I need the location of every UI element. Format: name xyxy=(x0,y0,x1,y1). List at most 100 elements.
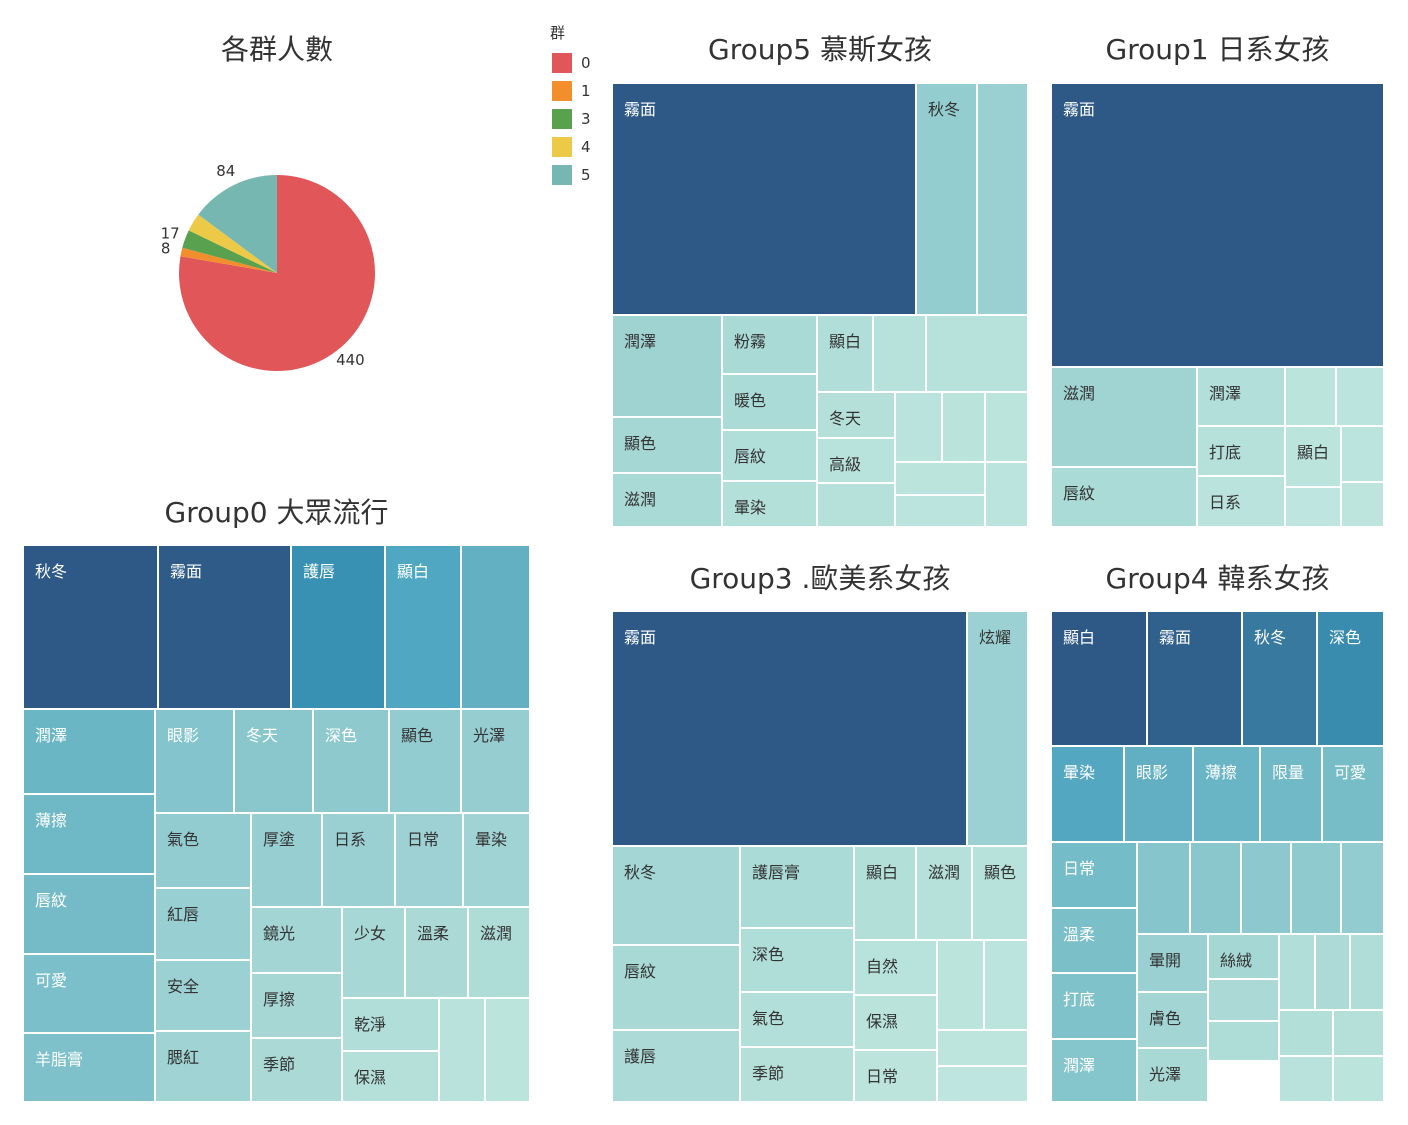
treemap-cell-label: 唇紋 xyxy=(734,447,767,466)
treemap-cell-label: 季節 xyxy=(752,1064,785,1083)
treemap-title-group4: Group4 韓系女孩 xyxy=(1105,562,1330,595)
treemap-cell-label: 深色 xyxy=(325,726,358,745)
treemap-cell xyxy=(937,1066,1028,1102)
treemap-cell-label: 眼影 xyxy=(167,726,200,745)
treemap-cell-label: 唇紋 xyxy=(624,962,657,981)
pie-slice-5 xyxy=(198,175,277,273)
treemap-cell-label: 深色 xyxy=(752,945,785,964)
treemap-cell xyxy=(926,315,1028,392)
treemap-cell: 保濕 xyxy=(854,995,937,1050)
treemap-cell-label: 顯白 xyxy=(1297,443,1330,462)
treemap-cell xyxy=(895,495,985,527)
legend-label: 4 xyxy=(581,138,591,156)
treemap-cell xyxy=(1279,1010,1333,1056)
treemap-cell: 秋冬 xyxy=(612,846,740,945)
treemap-cell-label: 日常 xyxy=(866,1067,899,1086)
treemap-cell-label: 唇紋 xyxy=(1063,484,1096,503)
treemap-cell xyxy=(1341,482,1384,527)
treemap-cell: 季節 xyxy=(740,1047,854,1102)
treemap-cell: 霧面 xyxy=(612,83,916,315)
treemap-cell: 唇紋 xyxy=(1051,467,1197,527)
pie-title: 各群人數 xyxy=(220,33,333,66)
treemap-cell: 霧面 xyxy=(158,545,291,709)
treemap-cell-label: 打底 xyxy=(1063,990,1096,1009)
treemap-cell xyxy=(937,940,984,1030)
treemap-cell-label: 保濕 xyxy=(866,1012,899,1031)
treemap-cell xyxy=(439,998,485,1102)
treemap-group3: 霧面 炫耀 秋冬 唇紋 護唇 護唇膏 深色 氣色 季節 顯白 滋潤 顯色 自然 保濕 日常 xyxy=(612,611,1028,1102)
treemap-group0: 秋冬 霧面 護唇 顯白 潤澤 薄擦 唇紋 可愛 羊脂膏 眼影 冬天 深色 顯色 光澤 氣色 紅唇 安全 腮紅 厚塗 日… xyxy=(23,545,530,1102)
treemap-cell: 溫柔 xyxy=(405,907,468,998)
treemap-cell: 羊脂膏 xyxy=(23,1033,155,1102)
treemap-cell xyxy=(1336,367,1384,426)
treemap-cell-label: 氣色 xyxy=(167,830,200,849)
legend-swatch xyxy=(552,53,572,73)
treemap-cell xyxy=(461,545,530,709)
treemap-cell: 滋潤 xyxy=(916,846,972,940)
treemap-cell xyxy=(1208,1021,1279,1061)
pie-label-1: 8 xyxy=(161,240,171,258)
treemap-cell: 可愛 xyxy=(1322,746,1384,842)
treemap-cell: 厚塗 xyxy=(251,813,322,907)
treemap-cell: 眼影 xyxy=(155,709,234,813)
legend-label: 5 xyxy=(581,166,591,184)
treemap-cell: 腮紅 xyxy=(155,1031,251,1102)
treemap-cell-label: 秋冬 xyxy=(928,100,961,119)
treemap-cell xyxy=(895,462,985,495)
treemap-cell: 少女 xyxy=(342,907,405,998)
treemap-cell-label: 霧面 xyxy=(170,562,203,581)
treemap-cell-label: 鏡光 xyxy=(263,924,296,943)
treemap-cell: 紅唇 xyxy=(155,888,251,960)
treemap-cell-label: 暈染 xyxy=(475,830,508,849)
treemap-cell-label: 乾淨 xyxy=(354,1015,387,1034)
treemap-cell-label: 潤澤 xyxy=(1063,1056,1096,1075)
treemap-cell: 秋冬 xyxy=(23,545,158,709)
treemap-cell: 深色 xyxy=(740,928,854,992)
treemap-cell xyxy=(977,83,1028,315)
treemap-cell: 唇紋 xyxy=(722,430,817,481)
treemap-cell: 打底 xyxy=(1197,426,1285,476)
treemap-cell: 日常 xyxy=(854,1050,937,1102)
treemap-group4: 顯白 霧面 秋冬 深色 暈染 眼影 薄擦 限量 可愛 日常 溫柔 打底 潤澤 暈開 膚色 光澤 絲絨 xyxy=(1051,611,1384,1102)
treemap-cell-label: 霧面 xyxy=(1159,628,1192,647)
treemap-cell-label: 薄擦 xyxy=(1205,763,1238,782)
treemap-cell: 滋潤 xyxy=(612,473,722,527)
treemap-cell-label: 潤澤 xyxy=(624,332,657,351)
treemap-title-group1: Group1 日系女孩 xyxy=(1105,33,1330,66)
treemap-cell xyxy=(1279,1056,1333,1102)
treemap-cell xyxy=(942,392,985,462)
treemap-cell-label: 滋潤 xyxy=(480,924,513,943)
treemap-cell-label: 高級 xyxy=(829,455,862,474)
legend-label: 3 xyxy=(581,110,591,128)
treemap-cell-label: 溫柔 xyxy=(417,924,450,943)
treemap-cell: 粉霧 xyxy=(722,315,817,374)
treemap-cell xyxy=(895,392,942,462)
treemap-cell-label: 腮紅 xyxy=(167,1048,200,1067)
treemap-cell: 溫柔 xyxy=(1051,908,1137,973)
treemap-cell: 顯色 xyxy=(389,709,461,813)
legend-item-1: 1 xyxy=(548,77,591,105)
treemap-cell: 絲絨 xyxy=(1208,934,1279,979)
treemap-cell xyxy=(1333,1056,1384,1102)
treemap-cell: 光澤 xyxy=(1137,1048,1208,1102)
treemap-group5: 霧面 秋冬 潤澤 粉霧 暖色 唇紋 暈染 顯色 滋潤 顯白 冬天 高級 xyxy=(612,83,1028,527)
treemap-cell: 打底 xyxy=(1051,973,1137,1039)
pie-slice-1 xyxy=(180,247,277,273)
pie-slice-3 xyxy=(182,230,277,273)
treemap-cell: 潤澤 xyxy=(1197,367,1285,426)
treemap-cell xyxy=(1279,934,1315,1010)
treemap-cell-label: 暈染 xyxy=(1063,763,1096,782)
treemap-cell-label: 粉霧 xyxy=(734,332,767,351)
treemap-cell xyxy=(485,998,530,1102)
treemap-cell: 可愛 xyxy=(23,954,155,1033)
treemap-cell-label: 日系 xyxy=(1209,493,1242,512)
treemap-cell: 霧面 xyxy=(612,611,967,846)
legend-item-4: 4 xyxy=(548,133,591,161)
treemap-cell xyxy=(1208,979,1279,1021)
treemap-cell: 顯色 xyxy=(972,846,1028,940)
pie-chart: 440 817 84 xyxy=(161,162,375,371)
treemap-cell xyxy=(1285,367,1336,426)
treemap-cell: 氣色 xyxy=(740,992,854,1047)
treemap-cell-label: 霧面 xyxy=(1063,100,1096,119)
treemap-cell: 潤澤 xyxy=(1051,1039,1137,1102)
